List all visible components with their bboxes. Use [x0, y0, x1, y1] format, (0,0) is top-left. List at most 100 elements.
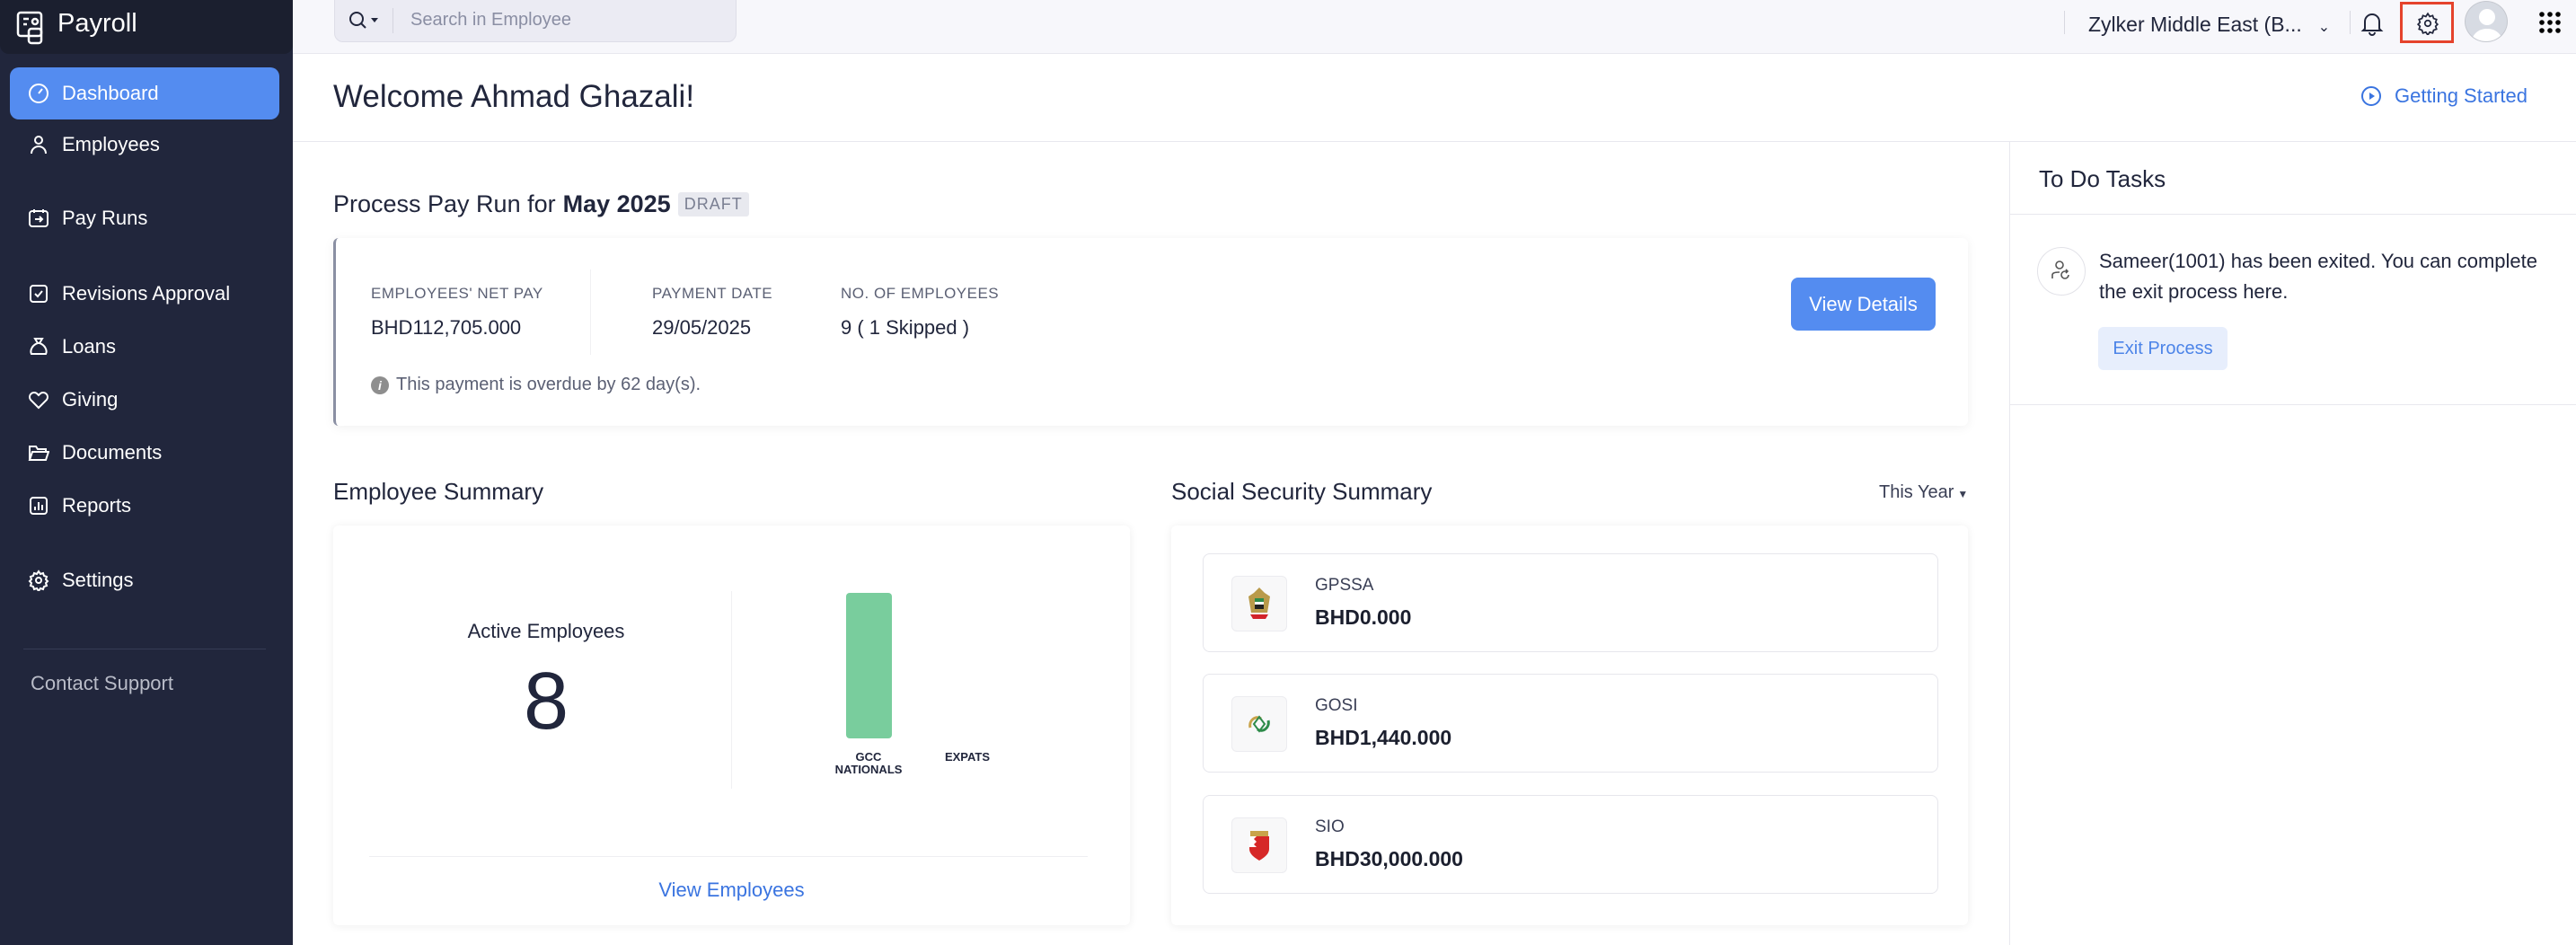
item-amount: BHD0.000 — [1315, 605, 1412, 629]
settings-button[interactable] — [2400, 2, 2454, 43]
item-amount: BHD1,440.000 — [1315, 726, 1452, 749]
organization-name: Zylker Middle East (B... — [2088, 13, 2302, 36]
gpssa-emblem-icon — [1231, 576, 1287, 631]
user-silhouette-icon — [2471, 9, 2503, 41]
sidebar-item-employees[interactable]: Employees — [10, 119, 279, 171]
sidebar-item-giving[interactable]: Giving — [10, 374, 279, 426]
chevron-down-icon: ⌄ — [2317, 20, 2331, 35]
social-security-item: GOSI BHD1,440.000 — [1203, 674, 1938, 773]
net-pay-label: EMPLOYEES' NET PAY — [371, 285, 543, 302]
sidebar-item-label: Revisions Approval — [62, 282, 231, 305]
gosi-logo-icon — [1231, 696, 1287, 752]
payment-date-label: PAYMENT DATE — [652, 285, 773, 302]
sio-emblem-icon — [1231, 817, 1287, 873]
payrun-period: May 2025 — [562, 190, 671, 217]
app-name: Payroll — [57, 9, 137, 38]
item-name: GOSI — [1315, 696, 1358, 715]
social-security-title: Social Security Summary — [1171, 478, 1433, 505]
divider — [2350, 11, 2351, 34]
sidebar-item-documents[interactable]: Documents — [10, 427, 279, 479]
exit-process-button[interactable]: Exit Process — [2098, 327, 2228, 370]
period-dropdown[interactable]: This Year ▼ — [1879, 482, 1968, 503]
play-circle-icon — [2361, 86, 2381, 106]
chart-category-label: GCC NATIONALS — [834, 750, 903, 776]
search-icon[interactable] — [348, 10, 384, 31]
chart-category-label: EXPATS — [944, 750, 991, 764]
sidebar-item-revisions-approval[interactable]: Revisions Approval — [10, 268, 279, 320]
getting-started-link[interactable]: Getting Started — [2360, 84, 2527, 108]
payroll-logo-icon — [16, 11, 43, 45]
app-logo[interactable]: Payroll — [0, 0, 293, 54]
sidebar: Payroll Dashboard Employees Pay Runs Rev… — [0, 0, 293, 945]
sidebar-item-reports[interactable]: Reports — [10, 480, 279, 532]
bell-icon[interactable] — [2360, 11, 2384, 36]
sidebar-item-pay-runs[interactable]: Pay Runs — [10, 192, 279, 244]
sidebar-item-label: Reports — [62, 494, 132, 517]
employee-summary-title: Employee Summary — [333, 478, 544, 505]
caret-down-icon: ▼ — [1957, 488, 1969, 500]
view-details-button[interactable]: View Details — [1791, 278, 1936, 331]
gear-icon — [2416, 12, 2439, 35]
chart-bar — [845, 593, 892, 738]
todo-panel — [2009, 142, 2576, 945]
search-box[interactable]: Search in Employee — [334, 0, 737, 42]
check-square-icon — [30, 285, 48, 303]
getting-started-label: Getting Started — [2395, 84, 2527, 107]
sidebar-item-label: Settings — [62, 569, 134, 591]
header-divider — [293, 141, 2576, 142]
dashboard-icon — [29, 84, 49, 103]
employee-count-label: NO. OF EMPLOYEES — [841, 285, 1000, 302]
divider — [590, 269, 591, 355]
item-name: GPSSA — [1315, 576, 1374, 595]
sidebar-item-label: Giving — [62, 388, 119, 411]
divider — [731, 591, 732, 789]
sidebar-item-dashboard[interactable]: Dashboard — [10, 67, 279, 119]
user-exit-icon — [2037, 247, 2086, 296]
bar-chart-icon — [30, 497, 48, 515]
money-bag-icon — [30, 338, 48, 355]
sidebar-item-label: Pay Runs — [62, 207, 148, 229]
net-pay-value: BHD112,705.000 — [371, 316, 522, 339]
view-employees-link[interactable]: View Employees — [658, 879, 805, 901]
divider — [2010, 404, 2576, 405]
divider — [2064, 11, 2065, 34]
period-value: This Year — [1879, 482, 1954, 502]
sidebar-item-label: Documents — [62, 441, 163, 464]
payment-date-value: 29/05/2025 — [652, 316, 752, 339]
search-input[interactable]: Search in Employee — [410, 10, 571, 30]
pay-runs-icon — [29, 209, 49, 227]
task-text: Sameer(1001) has been exited. You can co… — [2099, 250, 2537, 303]
avatar[interactable] — [2465, 1, 2508, 42]
item-name: SIO — [1315, 817, 1345, 836]
overdue-text: This payment is overdue by 62 day(s). — [396, 375, 701, 394]
social-security-item: GPSSA BHD0.000 — [1203, 553, 1938, 652]
employee-count-value: 9 ( 1 Skipped ) — [841, 316, 970, 339]
payrun-card — [333, 238, 1968, 426]
sidebar-item-loans[interactable]: Loans — [10, 321, 279, 373]
item-amount: BHD30,000.000 — [1315, 847, 1463, 870]
sidebar-item-label: Dashboard — [62, 82, 159, 104]
status-badge: DRAFT — [677, 192, 749, 216]
heart-icon — [29, 392, 49, 410]
overdue-note: i This payment is overdue by 62 day(s). — [371, 375, 701, 395]
sidebar-item-settings[interactable]: Settings — [10, 554, 279, 606]
gear-icon — [28, 570, 49, 591]
payrun-title-prefix: Process Pay Run for — [333, 190, 556, 217]
info-icon: i — [371, 375, 389, 394]
apps-grid-icon[interactable] — [2538, 11, 2562, 34]
page-title: Welcome Ahmad Ghazali! — [333, 79, 695, 114]
sidebar-item-label: Employees — [62, 133, 160, 155]
active-employees-count: 8 — [523, 657, 569, 746]
person-icon — [31, 136, 47, 155]
employee-type-chart: GCC NATIONALS EXPATS — [790, 584, 1060, 790]
divider — [369, 856, 1088, 857]
sidebar-item-label: Loans — [62, 335, 116, 358]
contact-support-link[interactable]: Contact Support — [31, 672, 173, 694]
payrun-title: Process Pay Run for May 2025 DRAFT — [333, 190, 749, 218]
organization-selector[interactable]: Zylker Middle East (B... ⌄ — [2088, 13, 2330, 37]
divider — [2010, 214, 2576, 215]
folder-icon — [28, 446, 49, 461]
todo-title: To Do Tasks — [2039, 165, 2166, 192]
social-security-item: SIO BHD30,000.000 — [1203, 795, 1938, 894]
active-employees-label: Active Employees — [467, 620, 625, 642]
